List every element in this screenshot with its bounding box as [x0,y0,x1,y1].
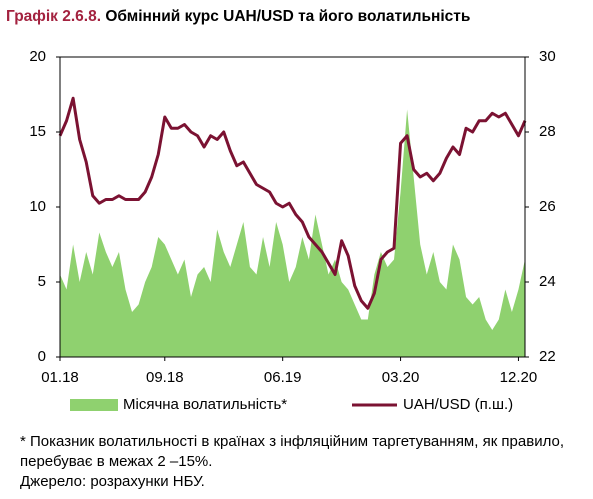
title-text: Обмінний курс UAH/USD та його волатильні… [105,8,471,25]
y-tick-label: 0 [38,348,46,365]
y2-tick-label: 26 [539,198,556,215]
y2-tick-label: 24 [539,273,556,290]
source: Джерело: розрахунки НБУ. [20,473,205,490]
legend-swatch [70,399,118,411]
x-tick-label: 09.18 [146,369,184,386]
legend-label: Місячна волатильність* [123,396,287,413]
legend-label: UAH/USD (п.ш.) [403,396,513,413]
y2-tick-label: 28 [539,123,556,140]
title: Графік 2.6.8. Обмінний курс UAH/USD та й… [6,8,470,26]
y-tick-label: 15 [29,123,46,140]
x-tick-label: 12.20 [500,369,538,386]
x-tick-label: 01.18 [41,369,79,386]
y-tick-label: 5 [38,273,46,290]
footnote: * Показник волатильності в країнах з інф… [20,433,565,470]
y-tick-label: 10 [29,198,46,215]
title-label: Графік 2.6.8. [6,8,101,25]
x-tick-label: 03.20 [382,369,420,386]
volatility-area [60,109,525,357]
plot-frame [59,56,526,358]
y2-tick-label: 30 [539,48,556,65]
y-tick-label: 20 [29,48,46,65]
notes: * Показник волатильності в країнах з інф… [20,432,580,492]
rate-line [58,96,527,310]
chart: 0 5 10 15 20 22 24 26 28 30 01.18 09.18 06.19 03.20 12… [29,48,556,413]
y2-tick-label: 22 [539,348,556,365]
x-tick-label: 06.19 [264,369,302,386]
